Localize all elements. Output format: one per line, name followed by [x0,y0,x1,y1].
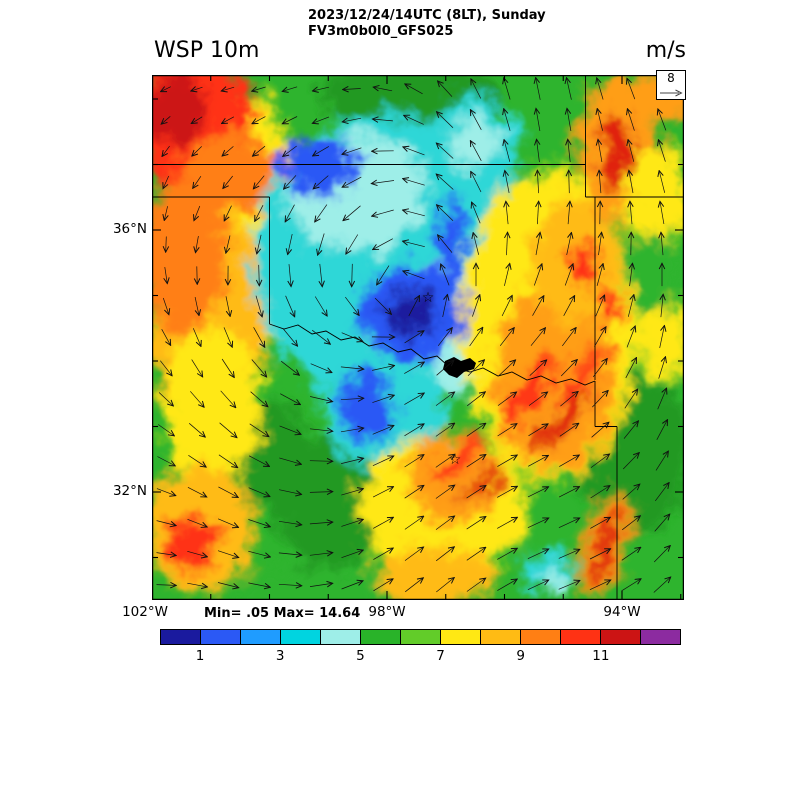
reference-vector-legend: 8 [656,70,686,100]
colorbar [160,629,681,645]
colorbar-segment [201,630,241,644]
colorbar-segment [361,630,401,644]
lon-axis-label: 102°W [122,604,168,620]
colorbar-segment [601,630,641,644]
minmax-label: Min= .05 Max= 14.64 [204,606,361,621]
field-title: WSP 10m [154,38,260,63]
plot-header: 2023/12/24/14UTC (8LT), Sunday FV3m0b0I0… [308,8,546,40]
colorbar-segment [561,630,601,644]
lat-axis-label: 36°N [112,221,147,238]
colorbar-tick-label: 7 [436,648,445,664]
colorbar-tick-label: 1 [195,648,205,664]
colorbar-segment [441,630,481,644]
reference-vector-arrow-icon [660,89,683,97]
colorbar-tick-label: 11 [592,648,610,664]
map-svg: ☆ ☆ [151,74,685,601]
red-river [269,323,596,386]
map-frame [151,74,685,601]
header-datetime: 2023/12/24/14UTC (8LT), Sunday [308,8,546,23]
lon-axis-label: 94°W [603,604,641,620]
header-model: FV3m0b0I0_GFS025 [308,24,454,39]
colorbar-segment [161,630,201,644]
colorbar-segment [481,630,521,644]
colorbar-segment [241,630,281,644]
units-label: m/s [645,38,686,63]
colorbar-segment [321,630,361,644]
colorbar-segment [401,630,441,644]
colorbar-tick-label: 5 [356,648,365,664]
wind-vectors [156,78,671,593]
colorbar-tick-label: 9 [516,648,525,664]
reference-vector-value: 8 [667,71,675,85]
colorbar-segment [521,630,561,644]
city-star-marker: ☆ [449,452,462,468]
colorbar-segment [281,630,321,644]
colorbar-tick-label: 3 [275,648,285,664]
colorbar-segment [641,630,680,644]
wind-speed-field [152,75,684,600]
state-borders [152,75,684,600]
map-plot: ☆ ☆ [151,74,685,601]
lon-axis-label: 98°W [368,604,406,620]
lat-axis-label: 32°N [112,483,147,500]
city-star-marker: ☆ [422,290,435,306]
